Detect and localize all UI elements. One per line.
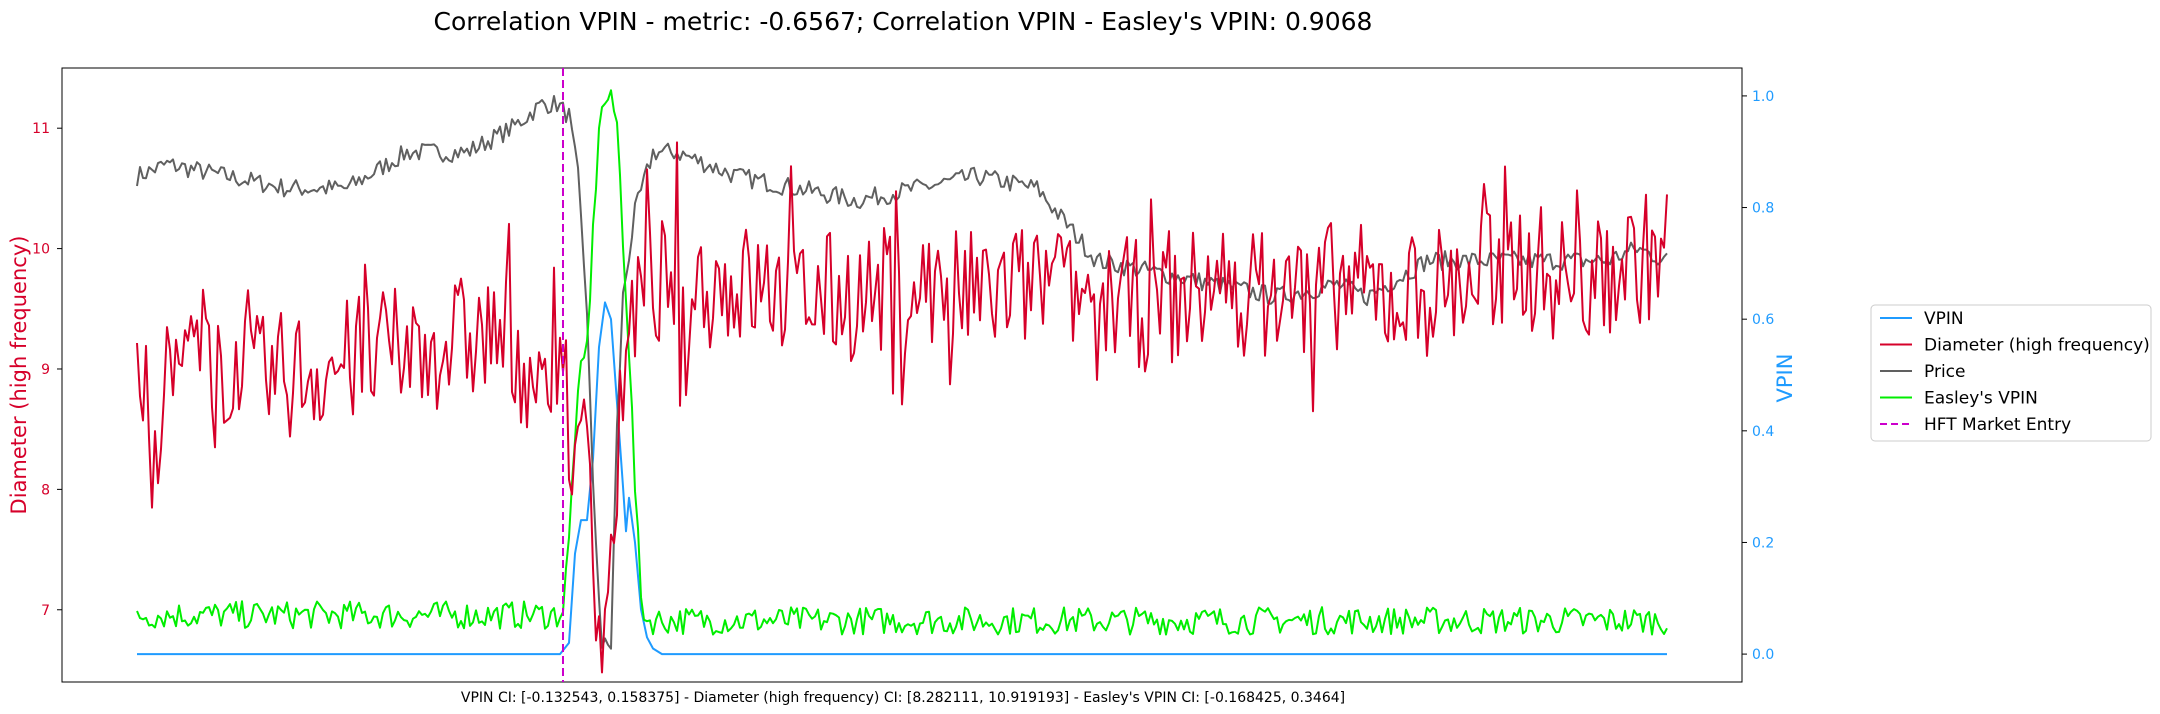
- chart-title: Correlation VPIN - metric: -0.6567; Corr…: [434, 7, 1373, 36]
- right-tick-label: 0.4: [1752, 424, 1774, 440]
- plot-frame: [61, 67, 1743, 683]
- left-axis: 7 8 9 10 11: [32, 121, 62, 619]
- right-tick-label: 0.0: [1752, 647, 1774, 663]
- right-tick-label: 1.0: [1752, 89, 1774, 105]
- series-line-diameter-high-frequency: [136, 141, 1668, 674]
- right-tick-label: 0.8: [1752, 201, 1774, 217]
- legend-frame: [1870, 304, 2152, 442]
- right-tick-label: 0.6: [1752, 312, 1774, 328]
- left-tick-label: 11: [32, 121, 50, 137]
- left-tick-label: 8: [41, 482, 50, 498]
- left-axis-label: Diameter (high frequency): [7, 236, 31, 515]
- series-line-price: [136, 95, 1668, 650]
- left-tick-label: 7: [41, 603, 50, 619]
- right-tick-label: 0.2: [1752, 535, 1774, 551]
- legend-label: Diameter (high frequency): [1924, 336, 2150, 356]
- legend: VPIN Diameter (high frequency) Price Easley…: [1870, 304, 2152, 442]
- legend-label: Easley's VPIN: [1924, 389, 2038, 409]
- series-line-vpin: [137, 301, 1667, 656]
- left-tick-label: 9: [41, 362, 50, 378]
- chart-footer: VPIN CI: [-0.132543, 0.158375] - Diamete…: [461, 690, 1345, 706]
- left-tick-label: 10: [32, 242, 50, 258]
- legend-label: VPIN: [1924, 309, 1964, 329]
- right-axis-label: VPIN: [1773, 354, 1797, 403]
- series-layer: [136, 68, 1668, 682]
- series-line-easley-s-vpin: [136, 89, 1668, 636]
- legend-label: HFT Market Entry: [1924, 415, 2071, 435]
- right-axis: 0.0 0.2 0.4 0.6 0.8 1.0: [1742, 89, 1774, 663]
- legend-label: Price: [1924, 362, 1965, 382]
